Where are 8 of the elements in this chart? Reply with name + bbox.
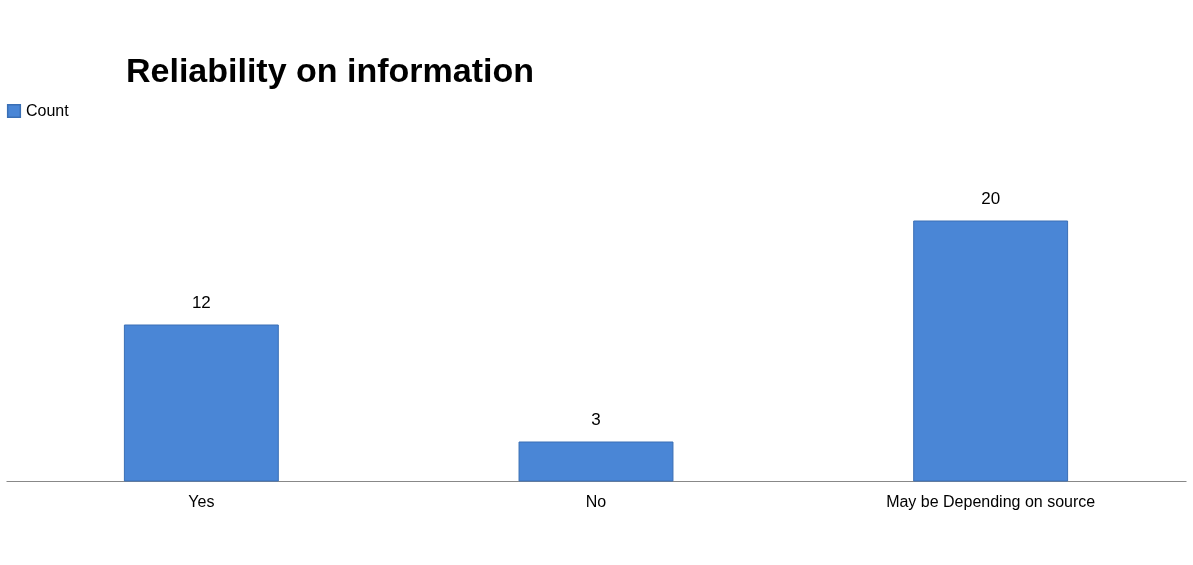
chart-title: Reliability on information	[126, 51, 535, 89]
x-tick-label: No	[585, 492, 607, 510]
data-label: 12	[191, 293, 211, 312]
legend-label: Count	[26, 102, 70, 119]
x-tick-label: Yes	[188, 492, 215, 510]
data-label: 3	[591, 410, 601, 429]
x-tick-label: May be Depending on source	[886, 492, 1096, 510]
data-label: 20	[981, 189, 1001, 208]
